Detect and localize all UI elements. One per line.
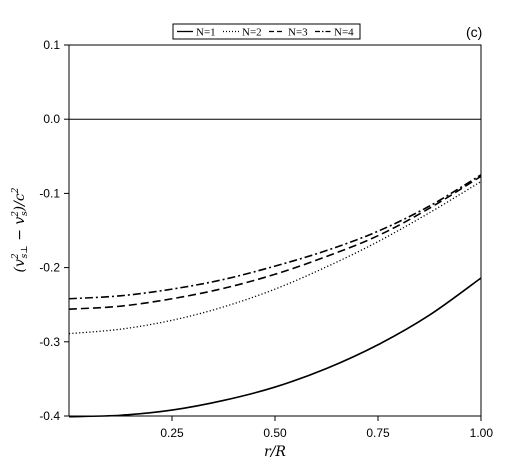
legend: N=1 N=2 N=3 N=4 <box>172 23 361 40</box>
y-axis-label-part: − v <box>12 217 28 246</box>
plot-frame <box>68 44 482 417</box>
y-tick-label: -0.2 <box>39 261 60 275</box>
y-axis-label-part: 2 <box>11 211 21 218</box>
y-axis-label-part: (v <box>12 259 28 272</box>
legend-box <box>172 23 361 40</box>
x-tick-label: 0.75 <box>366 426 390 440</box>
y-tick-label: 0.0 <box>43 112 60 126</box>
y-tick-label: -0.4 <box>39 409 60 423</box>
series-line-n4 <box>68 174 482 300</box>
legend-label: N=2 <box>242 27 262 39</box>
y-axis-label-part: s⊥ <box>20 245 30 258</box>
y-tick-label: -0.3 <box>39 335 60 349</box>
y-axis-label-part: 2 <box>11 187 21 194</box>
x-axis-ticks: 0.25 0.50 0.75 1.00 <box>160 416 493 440</box>
y-axis-label-part: s <box>20 211 30 216</box>
y-axis-label: (v2s⊥ − v2s)/c2 <box>11 187 30 272</box>
x-tick-label: 0.50 <box>263 426 287 440</box>
y-axis-ticks: 0.1 0.0 -0.1 -0.2 -0.3 -0.4 <box>39 38 69 423</box>
panel-label: (c) <box>466 24 482 40</box>
y-tick-label: 0.1 <box>43 38 60 52</box>
series-line-n3 <box>68 175 482 310</box>
series-line-n1 <box>68 277 482 418</box>
legend-label: N=3 <box>288 27 308 39</box>
x-tick-label: 0.25 <box>160 426 184 440</box>
series-group <box>68 174 482 418</box>
y-axis-label-part: )/c <box>12 193 28 212</box>
legend-label: N=4 <box>334 27 354 39</box>
legend-label: N=1 <box>196 27 216 39</box>
y-tick-label: -0.1 <box>39 186 60 200</box>
x-tick-label: 1.00 <box>470 426 494 440</box>
x-axis-label: r/R <box>264 444 286 460</box>
series-line-n2 <box>68 180 482 335</box>
y-axis-label-part: 2 <box>11 253 21 260</box>
